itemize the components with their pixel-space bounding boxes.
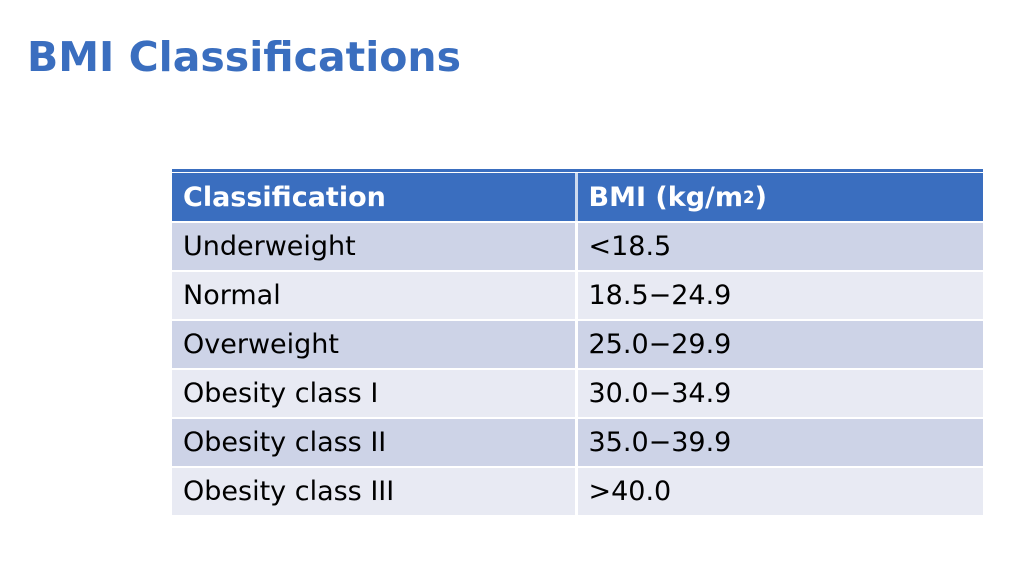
page-title: BMI Classifications [27, 33, 462, 81]
table-row: Obesity class I 30.0−34.9 [172, 370, 983, 417]
cell-bmi: 25.0−29.9 [577, 321, 983, 368]
header-cell-bmi: BMI (kg/m 2) [577, 173, 983, 221]
cell-bmi: 35.0−39.9 [577, 419, 983, 466]
cell-classification: Obesity class I [172, 370, 578, 417]
cell-classification: Obesity class III [172, 468, 578, 515]
table-top-border [172, 169, 983, 172]
cell-classification: Overweight [172, 321, 578, 368]
cell-classification: Obesity class II [172, 419, 578, 466]
cell-bmi: 30.0−34.9 [577, 370, 983, 417]
bmi-table: Classification BMI (kg/m 2) Underweight <… [172, 169, 983, 515]
header-cell-classification: Classification [172, 173, 578, 221]
header-bmi-suffix: ) [754, 181, 768, 213]
table-row: Overweight 25.0−29.9 [172, 321, 983, 368]
table-header-row: Classification BMI (kg/m 2) [172, 173, 983, 221]
cell-bmi: >40.0 [577, 468, 983, 515]
table-row: Obesity class II 35.0−39.9 [172, 419, 983, 466]
cell-classification: Underweight [172, 223, 578, 270]
table-row: Obesity class III >40.0 [172, 468, 983, 515]
table-row: Normal 18.5−24.9 [172, 272, 983, 319]
cell-bmi: <18.5 [577, 223, 983, 270]
cell-bmi: 18.5−24.9 [577, 272, 983, 319]
table-row: Underweight <18.5 [172, 223, 983, 270]
header-bmi-prefix: BMI (kg/m [588, 181, 744, 213]
cell-classification: Normal [172, 272, 578, 319]
